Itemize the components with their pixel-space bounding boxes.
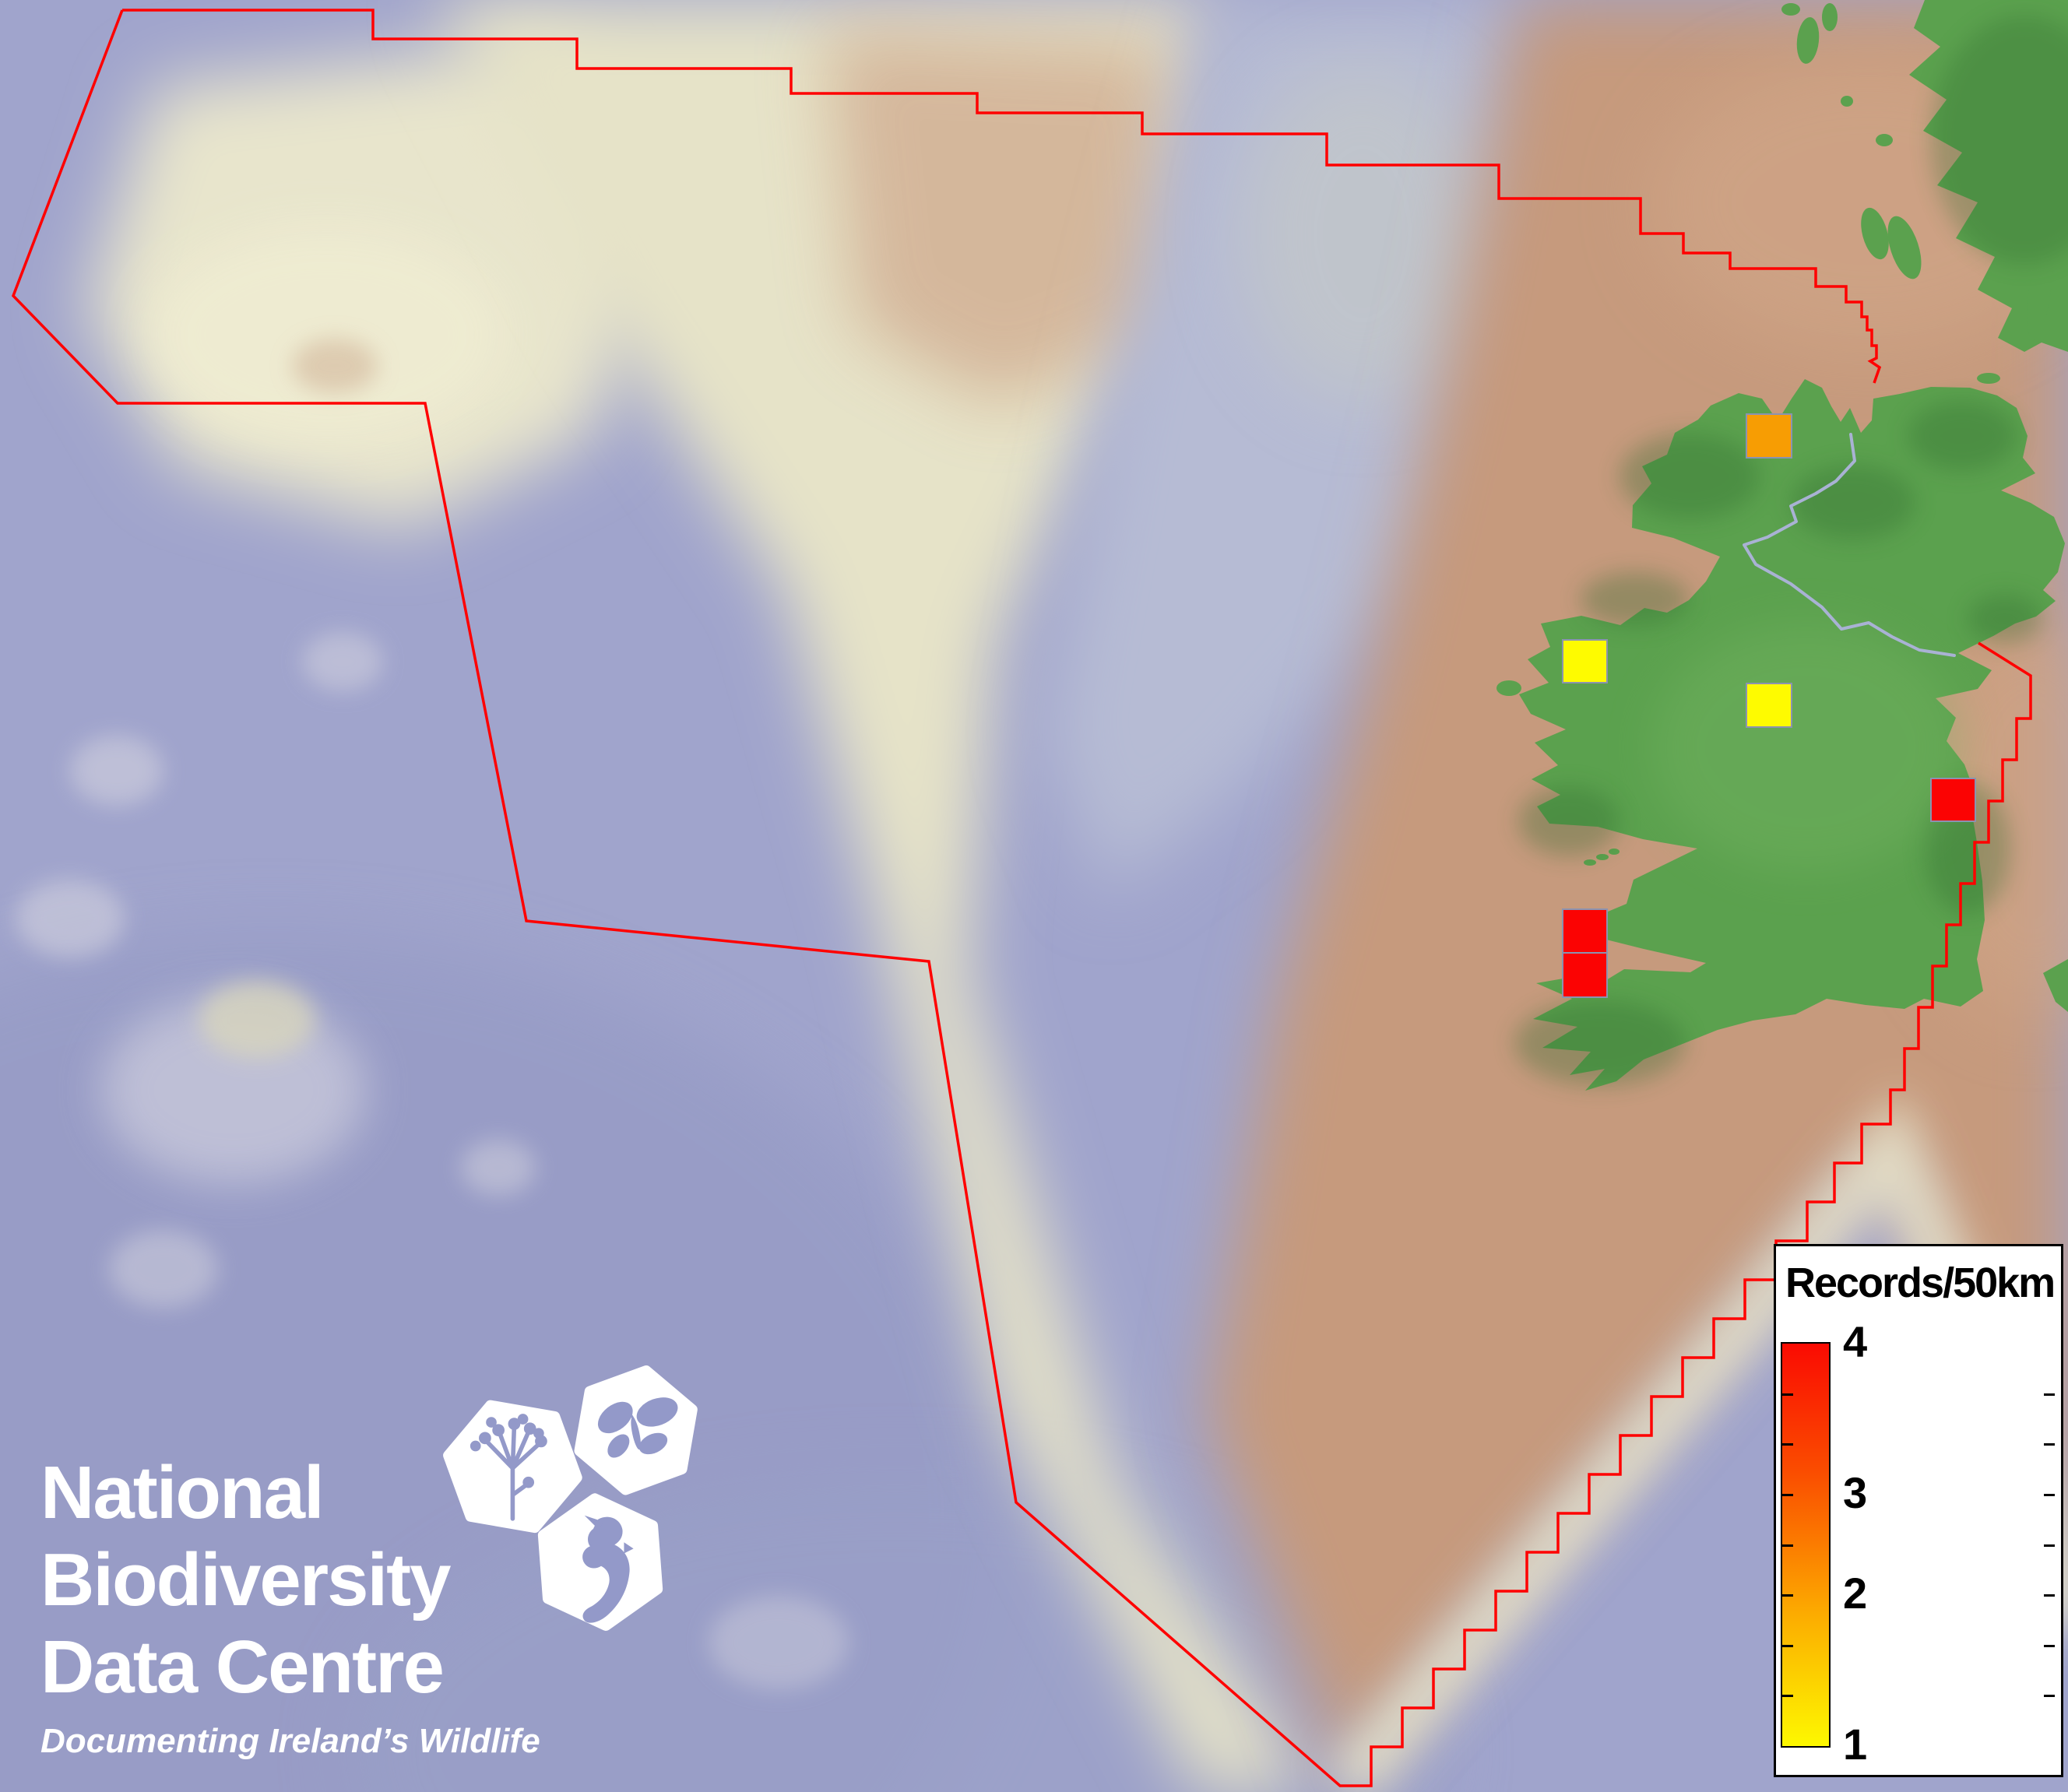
legend-title: Records/50km: [1785, 1260, 2056, 1306]
hexagon-butterfly: [574, 1365, 698, 1495]
record-grid-cell: [1746, 413, 1792, 459]
legend-tick: [1782, 1644, 1793, 1647]
bank-shoal: [292, 339, 378, 393]
legend-tick: [1782, 1594, 1793, 1597]
plant-umbel-icon: [470, 1414, 547, 1521]
scottish-islands: [1781, 3, 2053, 341]
legend-panel: Records/50km 4 3 2 1: [1774, 1244, 2063, 1777]
shelf-break-band: [436, 0, 1316, 1792]
legend-tick: [2044, 1493, 2055, 1496]
logo-line-1: National: [40, 1451, 325, 1534]
record-grid-cell: [1746, 683, 1792, 728]
legend-label: 2: [1843, 1568, 1868, 1618]
legend-tick: [1782, 1493, 1793, 1496]
record-grid-cell: [1562, 952, 1608, 998]
legend-label: 1: [1843, 1719, 1868, 1769]
record-grid-cells: [1562, 413, 1976, 998]
hexagon-plant: [443, 1400, 582, 1534]
logo-line-2: Biodiversity: [40, 1538, 452, 1622]
legend-tick: [2044, 1443, 2055, 1446]
nbdc-logo: National Biodiversity Data Centre Docume…: [40, 1365, 698, 1761]
irish-lowlands-tint: [1651, 623, 1962, 872]
legend-tick: [2044, 1695, 2055, 1698]
legend-tick: [1782, 1443, 1793, 1446]
seahorse-icon: [582, 1515, 634, 1623]
legend-tick: [1782, 1393, 1793, 1396]
record-grid-cell: [1562, 908, 1608, 954]
bank-summit: [148, 226, 506, 444]
legend-tick: [1782, 1544, 1793, 1547]
legend-label: 4: [1843, 1316, 1868, 1366]
eez-boundary-line: [11, 9, 2032, 1787]
legend-tick: [2044, 1544, 2055, 1547]
scottish-highlands-shade: [1931, 16, 2068, 265]
wales-landmass: [2043, 959, 2068, 1012]
record-grid-cell: [1562, 639, 1608, 683]
shallow-salmon-patch: [825, 31, 1183, 405]
butterfly-icon: [597, 1397, 678, 1458]
hexagon-seahorse: [537, 1493, 663, 1631]
record-grid-cell: [1930, 778, 1976, 822]
legend-tick: [2044, 1594, 2055, 1597]
legend-tick: [1782, 1695, 1793, 1698]
logo-tagline: Documenting Ireland’s Wildlife: [40, 1722, 540, 1760]
nbdc-hexagon-emblem: [443, 1365, 698, 1631]
legend-tick: [2044, 1393, 2055, 1396]
legend-label: 3: [1843, 1467, 1868, 1517]
trough-khaki-tint: [1238, 62, 1487, 405]
irish-islands: [1496, 373, 2000, 866]
seamounts: [16, 632, 849, 1689]
logo-line-3: Data Centre: [40, 1625, 445, 1709]
legend-tick: [2044, 1644, 2055, 1647]
ni-border-line: [1743, 433, 1956, 657]
